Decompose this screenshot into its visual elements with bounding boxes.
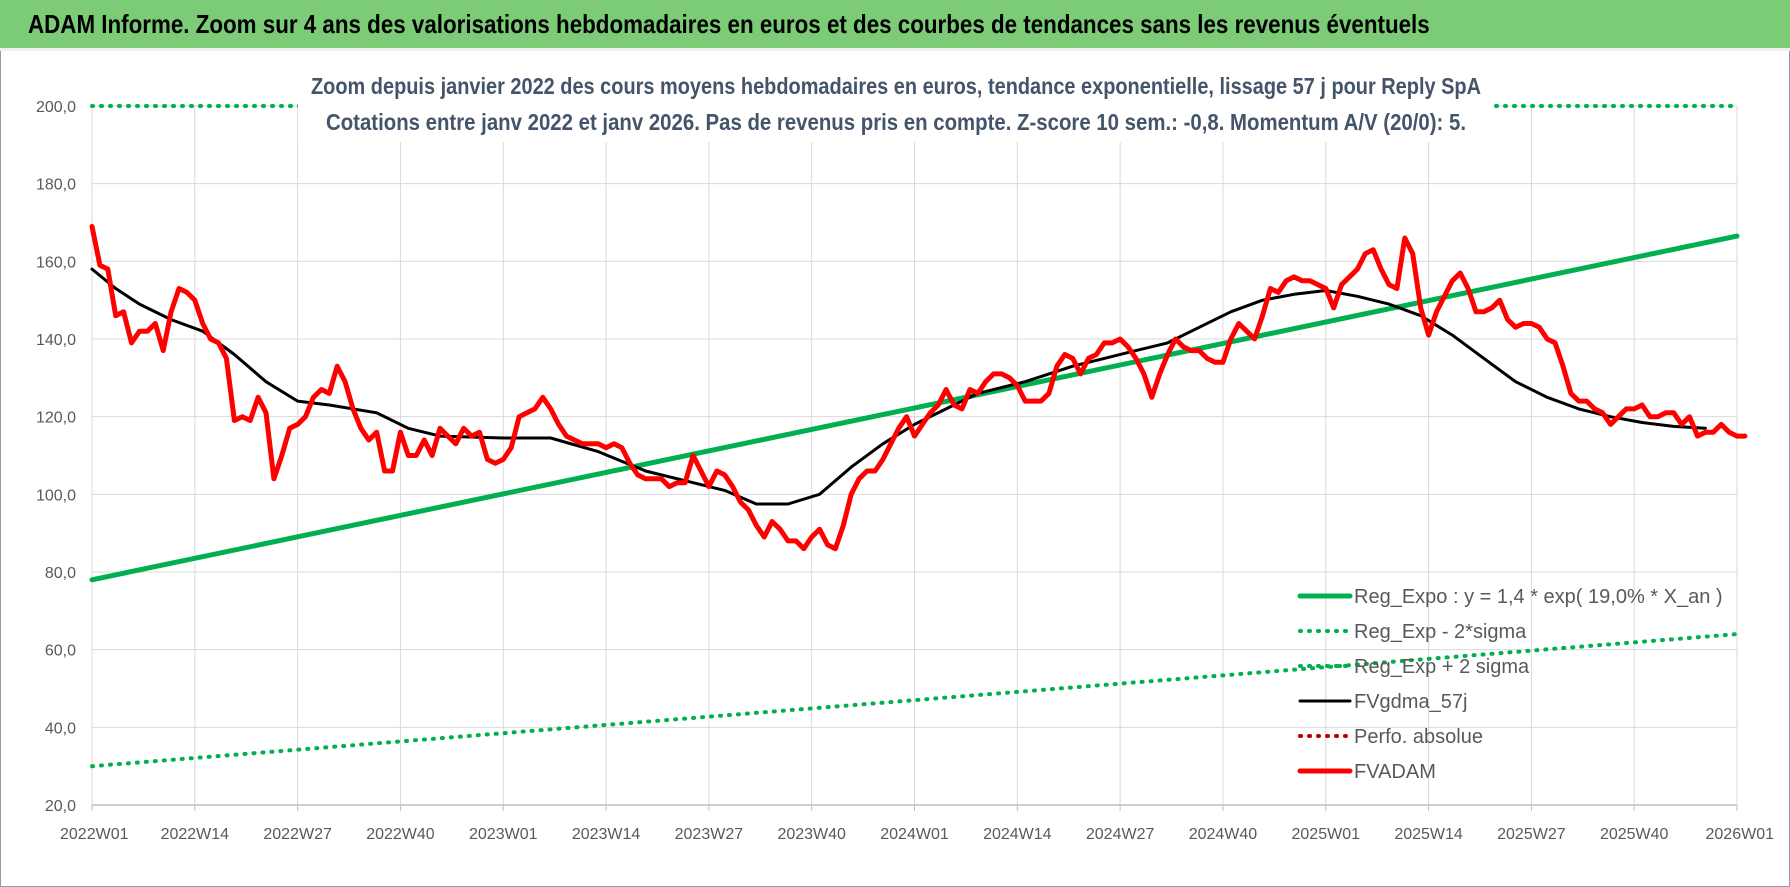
x-tick-label: 2023W01 (469, 826, 538, 843)
legend-label: FVgdma_57j (1354, 691, 1467, 713)
y-tick-label: 180,0 (36, 177, 76, 194)
header-separator (0, 48, 1790, 51)
legend-label: Reg_Exp - 2*sigma (1354, 621, 1527, 643)
y-tick-label: 140,0 (36, 332, 76, 349)
x-tick-label: 2024W27 (1086, 826, 1155, 843)
y-tick-label: 200,0 (36, 99, 76, 116)
x-tick-label: 2025W14 (1394, 826, 1463, 843)
x-tick-label: 2022W01 (60, 826, 129, 843)
x-tick-label: 2022W27 (263, 826, 332, 843)
x-tick-label: 2025W01 (1292, 826, 1361, 843)
series-line-1 (90, 632, 1739, 769)
x-tick-label: 2024W40 (1189, 826, 1258, 843)
legend: Reg_Expo : y = 1,4 * exp( 19,0% * X_an )… (1297, 586, 1723, 783)
y-tick-label: 60,0 (45, 643, 76, 660)
x-tick-label: 2026W01 (1706, 826, 1775, 843)
y-tick-label: 40,0 (45, 720, 76, 737)
chart-title: Zoom depuis janvier 2022 des cours moyen… (311, 73, 1481, 99)
y-tick-label: 160,0 (36, 254, 76, 271)
y-tick-label: 20,0 (45, 798, 76, 815)
x-tick-label: 2023W14 (572, 826, 641, 843)
x-tick-label: 2025W27 (1497, 826, 1566, 843)
series-line-5 (89, 223, 1748, 552)
x-tick-label: 2023W40 (777, 826, 846, 843)
legend-label: Reg_Exp + 2 sigma (1354, 656, 1530, 678)
y-tick-label: 100,0 (36, 487, 76, 504)
x-tick-label: 2025W40 (1600, 826, 1669, 843)
x-tick-label: 2022W40 (366, 826, 435, 843)
page-title: ADAM Informe. Zoom sur 4 ans des valoris… (28, 9, 1430, 39)
legend-label: FVADAM (1354, 761, 1436, 783)
x-tick-label: 2023W27 (675, 826, 744, 843)
grid-layer (91, 105, 1738, 806)
header-bar: ADAM Informe. Zoom sur 4 ans des valoris… (0, 0, 1790, 48)
series-line-3 (90, 267, 1707, 506)
y-tick-label: 120,0 (36, 410, 76, 427)
legend-label: Reg_Expo : y = 1,4 * exp( 19,0% * X_an ) (1354, 586, 1723, 608)
legend-label: Perfo. absolue (1354, 726, 1483, 748)
series-line-0 (89, 233, 1740, 583)
axis-layer: 20,0 40,0 60,0 80,0 100,0 120,0 140,0 160,0 180,… (36, 99, 1774, 843)
chart-subtitle: Cotations entre janv 2022 et janv 2026. … (326, 109, 1466, 135)
x-tick-label: 2024W14 (983, 826, 1052, 843)
title-background (298, 66, 1494, 142)
x-tick-label: 2022W14 (161, 826, 230, 843)
x-tick-label: 2024W01 (880, 826, 949, 843)
y-tick-label: 80,0 (45, 565, 76, 582)
